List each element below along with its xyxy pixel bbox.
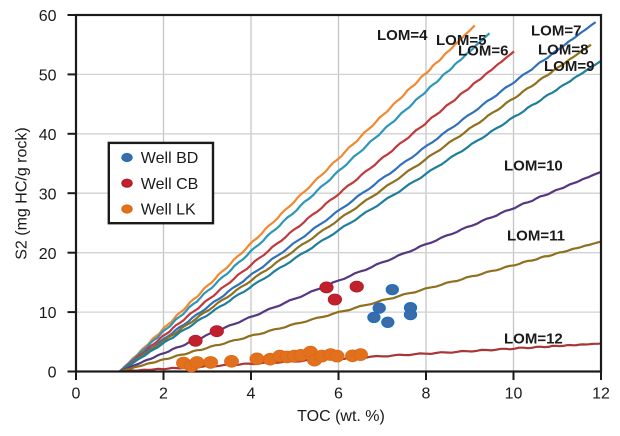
svg-text:12: 12 — [592, 386, 610, 403]
svg-text:LOM=5: LOM=5 — [436, 32, 486, 49]
svg-text:0: 0 — [48, 365, 57, 382]
svg-text:50: 50 — [39, 68, 57, 85]
svg-text:30: 30 — [39, 186, 57, 203]
svg-text:S2 (mg HC/g rock): S2 (mg HC/g rock) — [13, 127, 30, 259]
svg-text:LOM=10: LOM=10 — [504, 158, 563, 175]
svg-text:LOM=9: LOM=9 — [544, 58, 594, 75]
svg-text:LOM=6: LOM=6 — [458, 43, 508, 60]
svg-text:6: 6 — [334, 386, 343, 403]
svg-text:LOM=12: LOM=12 — [504, 331, 563, 348]
svg-text:LOM=7: LOM=7 — [531, 23, 581, 40]
svg-text:LOM=8: LOM=8 — [538, 42, 588, 59]
svg-text:Well LK: Well LK — [141, 202, 196, 219]
svg-text:20: 20 — [39, 246, 57, 263]
svg-text:LOM=4: LOM=4 — [377, 27, 428, 44]
svg-text:Well BD: Well BD — [141, 150, 199, 167]
svg-text:10: 10 — [505, 386, 523, 403]
svg-text:LOM=11: LOM=11 — [507, 228, 565, 245]
svg-text:60: 60 — [39, 8, 57, 25]
svg-text:40: 40 — [39, 127, 57, 144]
svg-text:0: 0 — [72, 386, 81, 403]
svg-text:8: 8 — [422, 386, 431, 403]
svg-text:2: 2 — [159, 386, 168, 403]
svg-text:Well CB: Well CB — [141, 176, 199, 193]
svg-text:10: 10 — [39, 305, 57, 322]
svg-text:4: 4 — [247, 386, 256, 403]
svg-text:TOC (wt. %): TOC (wt. %) — [297, 408, 385, 425]
